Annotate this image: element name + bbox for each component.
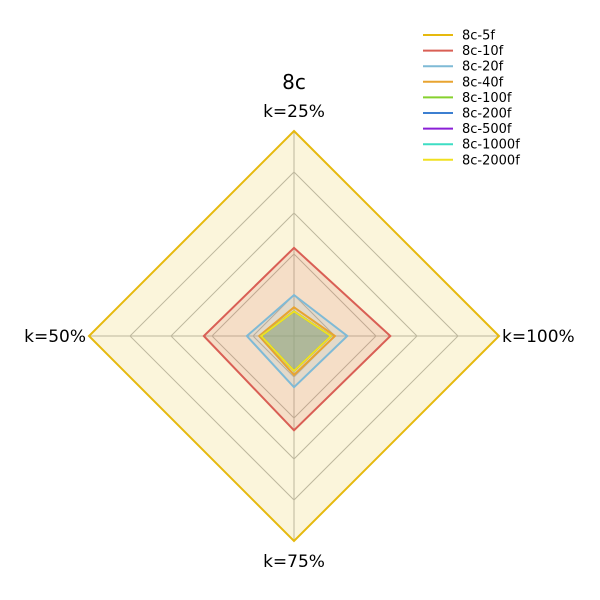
legend-label-8c-200f: 8c-200f: [462, 107, 512, 122]
axis-label-4: k=50%: [24, 327, 86, 347]
series-8c-10f: [202, 246, 392, 432]
series-8c-20f: [245, 293, 349, 389]
series-layer: [87, 129, 501, 543]
axis-label-3: k=75%: [263, 552, 325, 572]
axis-label-layer: k=25% k=100% k=75% k=50%: [24, 102, 575, 572]
series-8c-2000f: [259, 310, 333, 373]
legend-label-8c-5f: 8c-5f: [462, 29, 495, 44]
legend-label-8c-20f: 8c-20f: [462, 60, 504, 75]
legend-label-8c-40f: 8c-40f: [462, 75, 504, 90]
legend-label-8c-10f: 8c-10f: [462, 44, 504, 59]
legend: 8c-5f8c-10f8c-20f8c-40f8c-100f8c-200f8c-…: [423, 29, 520, 168]
legend-label-8c-2000f: 8c-2000f: [462, 153, 520, 168]
legend-label-8c-100f: 8c-100f: [462, 91, 512, 106]
series-8c-5f: [87, 129, 501, 543]
chart-title: 8c: [282, 70, 306, 94]
axis-label-2: k=100%: [502, 327, 575, 347]
legend-label-8c-500f: 8c-500f: [462, 122, 512, 137]
axis-label-1: k=25%: [263, 102, 325, 122]
legend-label-8c-1000f: 8c-1000f: [462, 138, 520, 153]
